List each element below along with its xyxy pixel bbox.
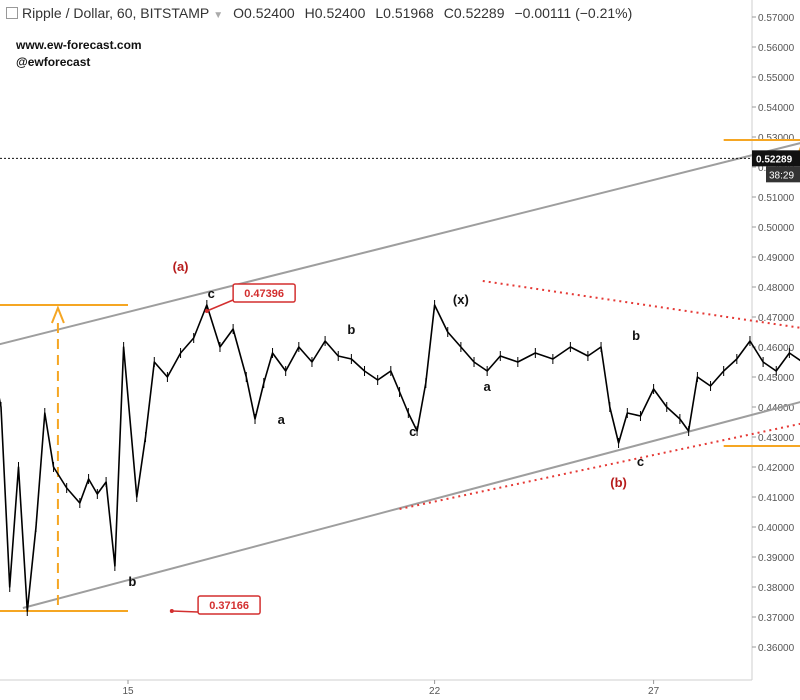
- y-tick-label: 0.50000: [758, 223, 795, 234]
- wave-label: c: [208, 286, 215, 301]
- y-tick-label: 0.47000: [758, 313, 795, 324]
- orange-arrowhead: [50, 305, 65, 324]
- y-tick-label: 0.54000: [758, 103, 795, 114]
- chart-header: Ripple / Dollar, 60, BITSTAMP ▼ O0.52400 H0…: [6, 5, 642, 21]
- y-tick-label: 0.55000: [758, 73, 795, 84]
- wave-label: a: [278, 412, 286, 427]
- open-value: O0.52400: [233, 5, 295, 21]
- symbol-title[interactable]: Ripple / Dollar, 60, BITSTAMP: [22, 5, 210, 21]
- y-tick-label: 0.37000: [758, 613, 795, 624]
- wave-label: a: [484, 379, 492, 394]
- y-tick-label: 0.45000: [758, 373, 795, 384]
- price-series-line: [0, 304, 800, 612]
- high-value: H0.52400: [304, 5, 366, 21]
- wave-label: b: [128, 574, 136, 589]
- price-box: [197, 595, 261, 615]
- y-tick-label: 0.46000: [758, 343, 795, 354]
- change-value: −0.00111 (−0.21%): [514, 5, 633, 21]
- y-tick-label: 0.42000: [758, 463, 795, 474]
- y-tick-label: 0.39000: [758, 553, 795, 564]
- countdown-box: [766, 166, 800, 183]
- price-box-label: 0.37166: [209, 600, 249, 612]
- brand-handle: @ewforecast: [16, 55, 91, 69]
- last-price-label: 0.52289: [756, 154, 793, 165]
- channel-upper-line: [0, 142, 800, 346]
- wave-label-red: (a): [173, 259, 189, 274]
- y-tick-label: 0.43000: [758, 433, 795, 444]
- wave-label: b: [347, 322, 355, 337]
- y-tick-label: 0.49000: [758, 253, 795, 264]
- y-tick-label: 0.48000: [758, 283, 795, 294]
- tradingview-logo-icon: [6, 7, 18, 19]
- x-tick-label: 22: [429, 686, 441, 697]
- triangle-upper-dotted-line: [482, 280, 800, 329]
- wave-label-red: (b): [610, 475, 627, 490]
- x-tick-label: 27: [648, 686, 660, 697]
- y-tick-label: 0.53000: [758, 133, 795, 144]
- price-box-pointer: [171, 610, 199, 613]
- wave-label: c: [409, 424, 416, 439]
- y-tick-label: 0.51000: [758, 193, 795, 204]
- y-tick-label: 0.41000: [758, 493, 795, 504]
- price-box-pointer-dot: [204, 309, 209, 313]
- price-box: [232, 283, 296, 303]
- brand-website: www.ew-forecast.com: [16, 38, 142, 52]
- x-tick-label: 15: [122, 686, 134, 697]
- y-tick-label: 0.57000: [758, 13, 795, 24]
- y-tick-label: 0.40000: [758, 523, 795, 534]
- wave-label: b: [632, 328, 640, 343]
- y-tick-label: 0.36000: [758, 643, 795, 654]
- channel-lower-line: [22, 401, 800, 609]
- price-box-pointer-dot: [169, 609, 174, 613]
- y-tick-label: 0.38000: [758, 583, 795, 594]
- chevron-down-icon[interactable]: ▼: [213, 10, 224, 21]
- y-tick-label: 0.56000: [758, 43, 795, 54]
- close-value: C0.52289: [443, 5, 505, 21]
- low-value: L0.51968: [375, 5, 434, 21]
- wave-label: (x): [453, 292, 469, 307]
- triangle-lower-dotted-line: [399, 422, 800, 510]
- last-price-box: [752, 150, 800, 167]
- countdown-label: 38:29: [769, 170, 794, 181]
- price-box-label: 0.47396: [244, 288, 284, 300]
- price-box-pointer: [206, 299, 234, 312]
- wave-label: c: [637, 454, 644, 469]
